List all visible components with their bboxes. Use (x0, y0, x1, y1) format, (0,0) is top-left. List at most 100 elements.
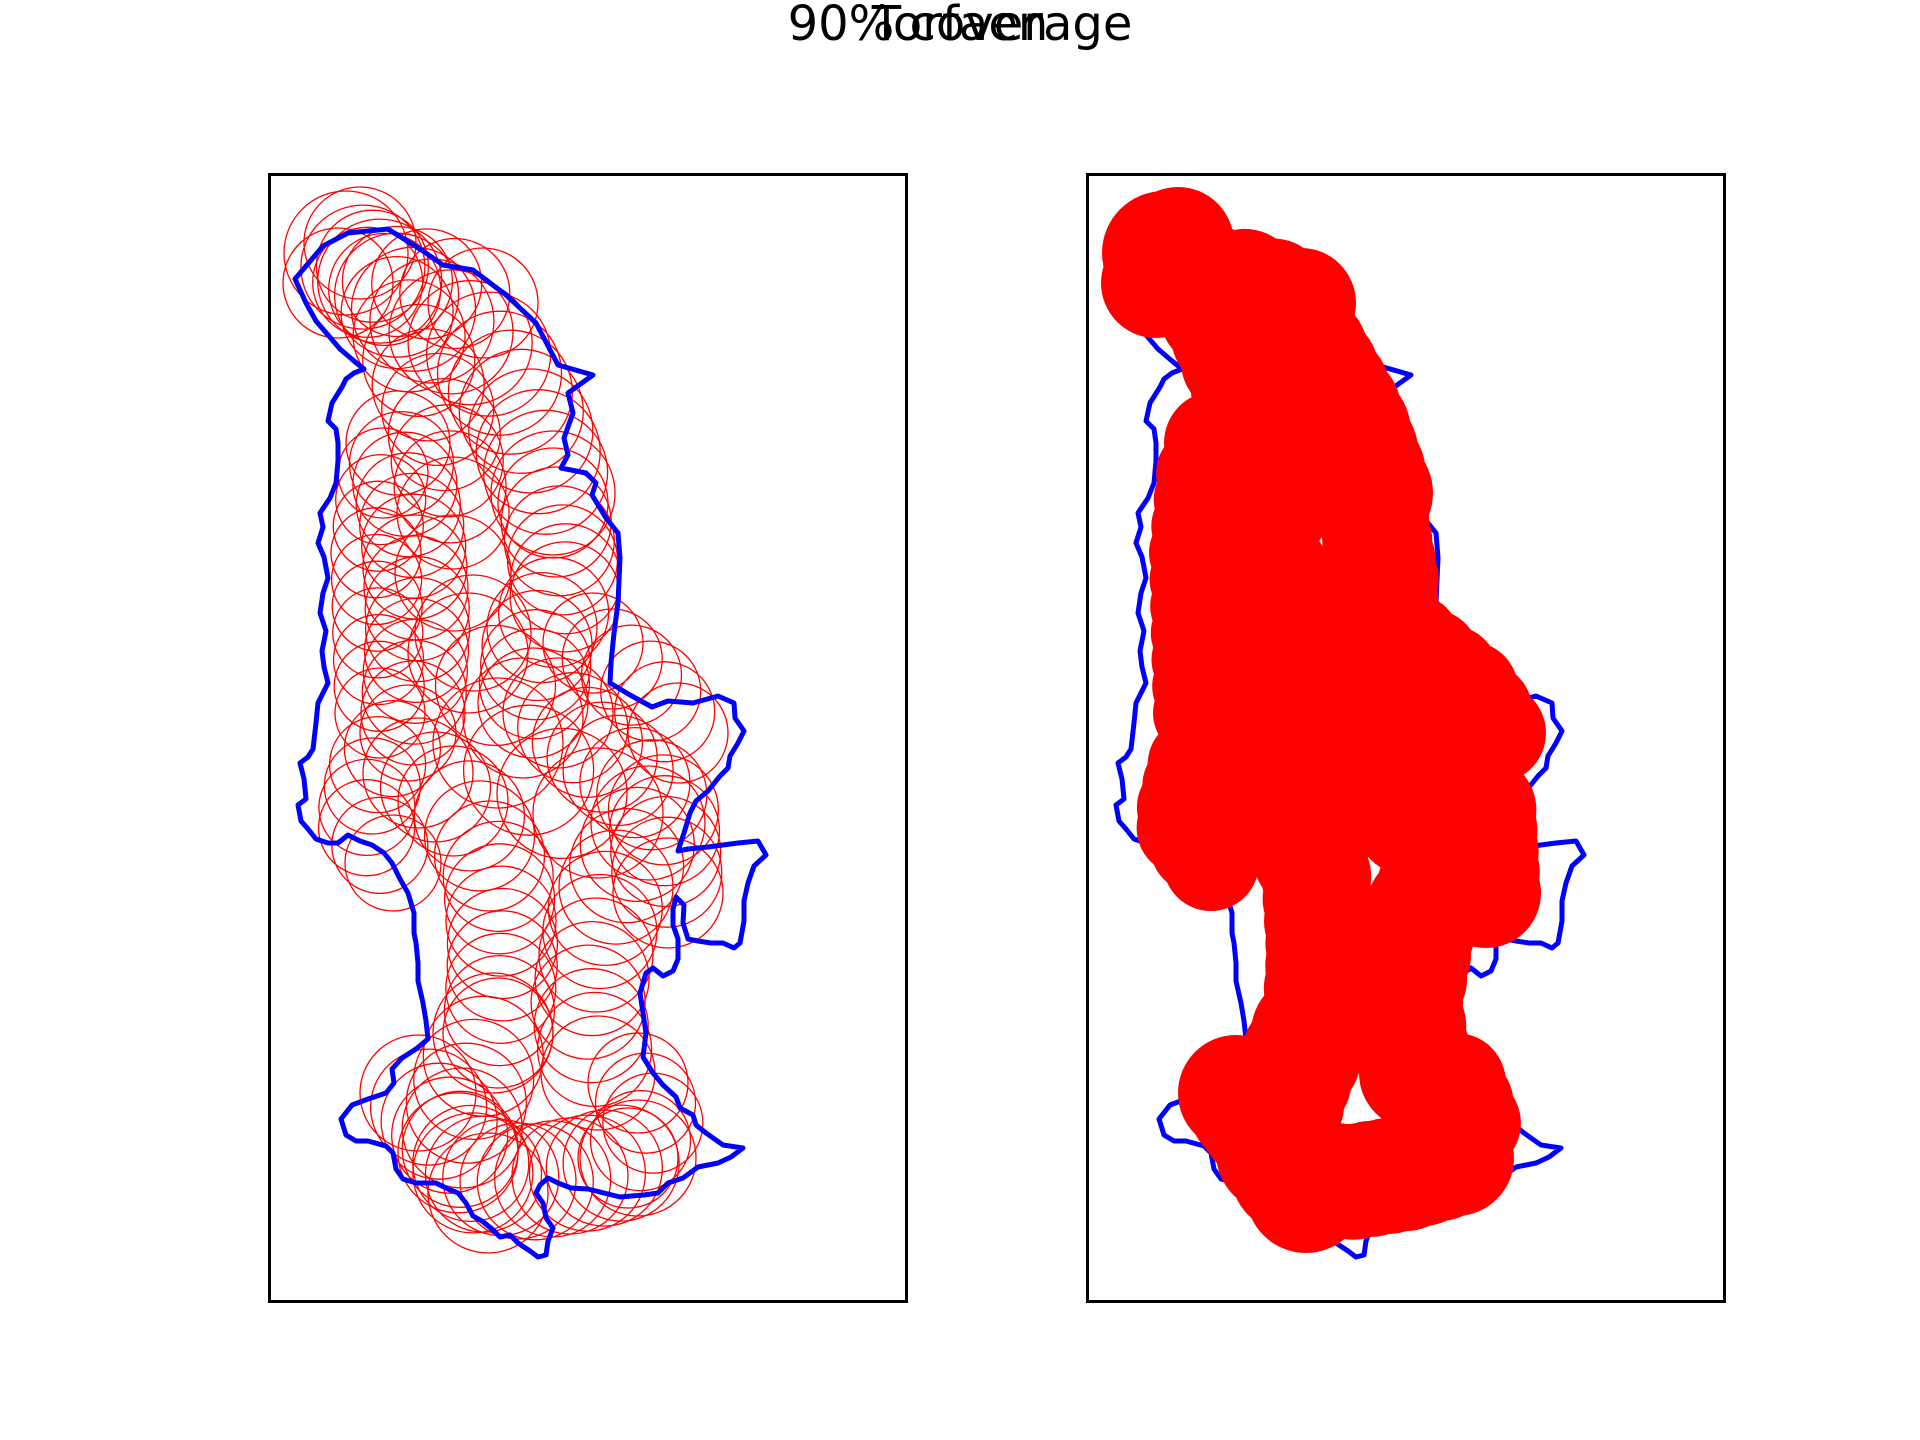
coverage-circle (363, 597, 470, 704)
coverage-circle (371, 228, 483, 340)
figure-title: Torfaen (871, 0, 1049, 52)
coverage-circle (341, 225, 454, 338)
coverage-circle (434, 624, 557, 747)
coverage-circle (589, 1089, 692, 1192)
coverage-circles-outline (282, 186, 729, 1254)
coverage-circle (612, 837, 724, 949)
coverage-circle (530, 944, 646, 1060)
coverage-circle (352, 431, 458, 537)
coverage-circle (445, 865, 557, 977)
coverage-disc (1233, 575, 1349, 691)
coverage-circle (542, 873, 658, 990)
coverage-circle (462, 657, 584, 779)
coverage-circle (446, 887, 559, 1000)
coverage-circle (580, 624, 683, 726)
coverage-circle (611, 816, 723, 928)
coverage-circle (391, 1076, 509, 1194)
coverage-circle (412, 1104, 530, 1223)
coverage-circle (568, 808, 685, 924)
coverage-circle (536, 991, 653, 1108)
coverage-disc (1396, 1108, 1496, 1208)
coverage-circle (414, 574, 532, 692)
coverage-disc (1281, 658, 1401, 778)
coverage-circle (362, 717, 474, 829)
coverage-circle (333, 640, 425, 732)
coverage-circle (475, 389, 601, 515)
coverage-circle (462, 704, 595, 836)
coverage-circle (424, 1115, 543, 1233)
coverage-circle (533, 968, 649, 1084)
coverage-circle (445, 932, 557, 1044)
coverage-circle (579, 786, 695, 903)
coverage-circle (497, 556, 610, 668)
coverage-circle (330, 533, 423, 626)
coverage-circle (361, 639, 467, 745)
coverage-circle (532, 747, 664, 879)
coverage-circle (468, 368, 594, 494)
coverage-circles-filled (1101, 187, 1546, 1253)
coverage-circle (397, 745, 509, 857)
coverage-circle (436, 310, 563, 436)
coverage-circle (478, 628, 591, 740)
coverage-circle (562, 1104, 680, 1222)
coverage-circle (480, 609, 592, 721)
coverage-disc (1446, 683, 1546, 783)
coverage-circle (579, 1099, 697, 1217)
coverage-circle (312, 226, 424, 338)
coverage-circle (331, 560, 423, 652)
coverage-circle (427, 247, 539, 359)
map-panel-filled (1086, 173, 1726, 1303)
coverage-circle (443, 843, 556, 955)
coverage-circle (379, 731, 492, 843)
coverage-circle (405, 1042, 527, 1164)
coverage-circle (317, 218, 443, 344)
coverage-circle (345, 390, 451, 496)
coverage-disc (1351, 748, 1481, 878)
coverage-circle (534, 920, 650, 1037)
coverage-circle (607, 754, 720, 866)
coverage-circle (413, 760, 526, 872)
coverage-disc (1246, 248, 1356, 358)
coverage-circle (459, 1122, 577, 1240)
coverage-circle (442, 820, 554, 933)
coverage-circle (614, 661, 716, 763)
coverage-circle (283, 190, 409, 316)
coverage-circle (481, 589, 593, 702)
coverage-circle (393, 430, 507, 544)
coverage-circle (482, 409, 609, 535)
coverage-circle (335, 453, 427, 546)
coverage-circle (332, 480, 424, 572)
coverage-circle (432, 972, 554, 1094)
coverage-circle (355, 452, 461, 558)
coverage-circle (330, 507, 422, 599)
coverage-circle (332, 587, 424, 679)
figure-subtitle: 90% coverage (787, 0, 1133, 52)
coverage-circle (496, 727, 628, 860)
coverage-circle (561, 608, 663, 710)
map-panel-circles (268, 173, 908, 1303)
coverage-circle (446, 910, 558, 1022)
coverage-circle (282, 227, 394, 339)
coverage-circle (371, 328, 485, 442)
coverage-circle (340, 255, 454, 370)
coverage-circle (300, 204, 426, 330)
coverage-circle (490, 430, 616, 556)
coverage-circle (579, 726, 691, 839)
coverage-circle (381, 352, 495, 467)
torfaen-boundary (292, 226, 769, 1260)
coverage-circle (538, 897, 654, 1013)
coverage-circle (399, 237, 511, 350)
coverage-circle (407, 280, 533, 406)
coverage-circle (590, 765, 706, 881)
coverage-circle (394, 514, 512, 632)
coverage-circle (332, 613, 425, 706)
coverage-circle (343, 699, 442, 798)
coverage-circle (390, 404, 504, 518)
coverage-circle (380, 1062, 498, 1180)
coverage-circle (542, 592, 644, 694)
coverage-circle (458, 348, 584, 474)
coverage-circle (587, 1032, 689, 1134)
coverage-circle (627, 682, 729, 784)
coverage-circle (577, 1107, 679, 1209)
coverage-circle (413, 1018, 535, 1141)
